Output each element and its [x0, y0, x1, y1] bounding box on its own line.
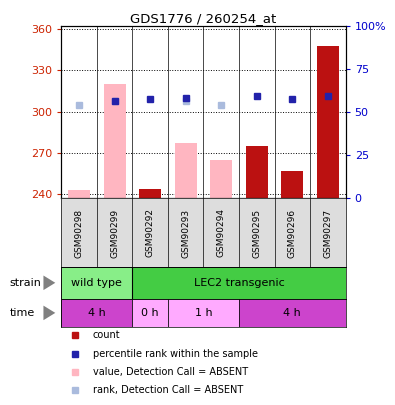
Text: GSM90293: GSM90293	[181, 209, 190, 258]
Bar	[139, 189, 161, 198]
Text: 0 h: 0 h	[141, 308, 159, 318]
Text: 1 h: 1 h	[195, 308, 212, 318]
Text: GSM90295: GSM90295	[252, 209, 261, 258]
Bar	[103, 84, 126, 198]
Text: 4 h: 4 h	[88, 308, 105, 318]
Text: strain: strain	[10, 278, 42, 288]
Bar	[168, 298, 239, 327]
Text: LEC2 transgenic: LEC2 transgenic	[194, 278, 284, 288]
Text: GSM90299: GSM90299	[110, 209, 119, 258]
Text: GSM90294: GSM90294	[217, 209, 226, 258]
Text: count: count	[92, 330, 120, 340]
Text: GSM90292: GSM90292	[146, 209, 154, 258]
Text: percentile rank within the sample: percentile rank within the sample	[92, 349, 258, 358]
Text: GSM90298: GSM90298	[75, 209, 83, 258]
Text: wild type: wild type	[71, 278, 122, 288]
Bar	[61, 267, 132, 298]
Text: time: time	[10, 308, 35, 318]
Bar	[175, 143, 197, 198]
Bar	[239, 298, 346, 327]
Bar	[61, 298, 132, 327]
Bar	[317, 46, 339, 198]
Text: GSM90296: GSM90296	[288, 209, 297, 258]
Bar	[68, 190, 90, 198]
Text: rank, Detection Call = ABSENT: rank, Detection Call = ABSENT	[92, 385, 243, 395]
Bar	[132, 267, 346, 298]
Bar	[139, 189, 161, 198]
Bar	[281, 171, 303, 198]
Bar	[210, 160, 232, 198]
Text: value, Detection Call = ABSENT: value, Detection Call = ABSENT	[92, 367, 248, 377]
Bar	[132, 298, 168, 327]
Text: 4 h: 4 h	[284, 308, 301, 318]
Text: GSM90297: GSM90297	[324, 209, 332, 258]
Title: GDS1776 / 260254_at: GDS1776 / 260254_at	[130, 12, 276, 25]
Bar	[246, 146, 268, 198]
